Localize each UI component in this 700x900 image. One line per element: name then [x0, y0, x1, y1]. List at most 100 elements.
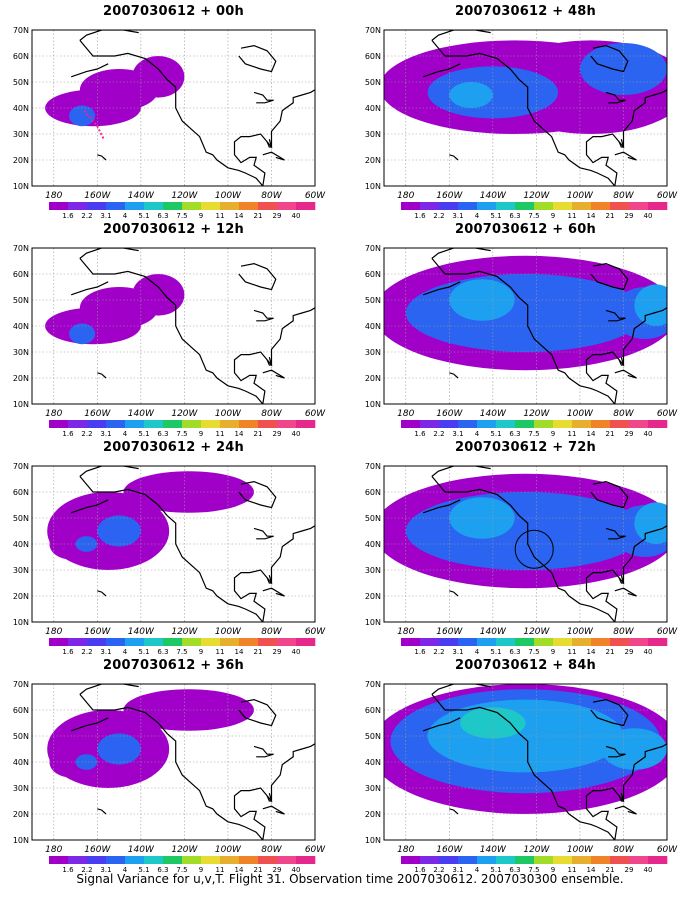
lat-tick-label: 60N [365, 52, 381, 61]
colorbar-label: 1.6 [414, 430, 426, 438]
colorbar-label: 3.1 [452, 648, 463, 656]
lat-tick-label: 40N [365, 758, 381, 767]
colorbar-swatch [220, 638, 240, 646]
colorbar-swatch [477, 420, 497, 428]
colorbar-swatch [106, 856, 126, 864]
colorbar-swatch [144, 638, 164, 646]
colorbar-label: 9 [199, 212, 203, 220]
lon-tick-label: 180 [397, 627, 414, 637]
colorbar-swatch [572, 856, 592, 864]
colorbar-swatch [572, 202, 592, 210]
colorbar-swatch [239, 856, 259, 864]
colorbar-swatch [182, 420, 202, 428]
colorbar-swatch [296, 420, 316, 428]
colorbar-swatch [629, 856, 649, 864]
lon-tick-label: 60W [305, 845, 326, 855]
colorbar-label: 11 [216, 866, 225, 874]
colorbar-label: 9 [199, 430, 203, 438]
colorbar-label: 2.2 [433, 212, 444, 220]
colorbar-label: 14 [235, 430, 244, 438]
colorbar-swatch [496, 420, 516, 428]
lon-tick-label: 100W [567, 191, 594, 201]
lat-tick-label: 40N [365, 104, 381, 113]
colorbar-swatch [49, 638, 69, 646]
lat-tick-label: 70N [13, 680, 29, 689]
colorbar-label: 14 [587, 430, 596, 438]
lon-tick-label: 120W [523, 627, 550, 637]
colorbar-label: 2.2 [433, 430, 444, 438]
lat-tick-label: 70N [13, 26, 29, 35]
colorbar-swatch [201, 202, 221, 210]
colorbar-label: 21 [254, 866, 263, 874]
variance-contour [123, 689, 254, 731]
variance-contour [449, 82, 493, 108]
colorbar-label: 4 [475, 430, 480, 438]
colorbar-swatch [239, 638, 259, 646]
colorbar-swatch [239, 202, 259, 210]
colorbar-label: 9 [551, 430, 555, 438]
colorbar-label: 5.1 [490, 430, 501, 438]
colorbar-swatch [439, 856, 459, 864]
colorbar-label: 7.5 [528, 430, 539, 438]
colorbar-label: 7.5 [176, 212, 187, 220]
colorbar-swatch [163, 202, 183, 210]
lon-tick-label: 120W [171, 409, 198, 419]
lon-tick-label: 80W [613, 191, 634, 201]
lon-tick-label: 140W [480, 409, 507, 419]
colorbar-swatch [277, 420, 297, 428]
colorbar-label: 29 [625, 430, 634, 438]
lon-tick-label: 100W [567, 409, 594, 419]
lat-tick-label: 30N [13, 348, 29, 357]
lon-tick-label: 80W [261, 409, 282, 419]
colorbar-swatch [401, 202, 421, 210]
colorbar-swatch [277, 638, 297, 646]
lat-tick-label: 30N [365, 130, 381, 139]
colorbar-swatch [534, 856, 554, 864]
colorbar-swatch [458, 420, 478, 428]
colorbar-swatch [258, 202, 278, 210]
lat-tick-label: 50N [365, 78, 381, 87]
colorbar-swatch [49, 202, 69, 210]
variance-contour [75, 754, 98, 770]
colorbar-swatch [277, 856, 297, 864]
lon-tick-label: 140W [128, 845, 155, 855]
colorbar-swatch [144, 856, 164, 864]
coastline [71, 684, 315, 840]
colorbar-label: 29 [625, 648, 634, 656]
colorbar-label: 11 [568, 212, 577, 220]
colorbar-swatch [125, 856, 145, 864]
graticule [32, 30, 315, 186]
lon-tick-label: 180 [45, 191, 62, 201]
lat-tick-label: 60N [13, 52, 29, 61]
lon-tick-label: 120W [171, 191, 198, 201]
variance-field [384, 473, 667, 589]
lon-tick-label: 80W [613, 845, 634, 855]
colorbar-swatch [220, 202, 240, 210]
panel-title: 2007030612 + 84h [455, 658, 596, 673]
colorbar: 1.6 2.2 3.1 4 5.1 6.3 7.5 9 11 14 21 29 40 [401, 202, 668, 220]
colorbar-swatch [439, 202, 459, 210]
colorbar: 1.6 2.2 3.1 4 5.1 6.3 7.5 9 11 14 21 29 40 [49, 420, 316, 438]
lon-tick-label: 100W [215, 627, 242, 637]
lon-tick-label: 120W [523, 845, 550, 855]
lat-tick-label: 40N [365, 540, 381, 549]
colorbar-swatch [201, 638, 221, 646]
map-frame [31, 683, 316, 841]
colorbar: 1.6 2.2 3.1 4 5.1 6.3 7.5 9 11 14 21 29 40 [401, 856, 668, 874]
lat-tick-label: 30N [365, 566, 381, 575]
lat-tick-label: 70N [365, 26, 381, 35]
colorbar-label: 2.2 [81, 212, 92, 220]
colorbar-swatch [648, 420, 668, 428]
colorbar-swatch [553, 202, 573, 210]
colorbar-swatch [591, 638, 611, 646]
lat-tick-label: 10N [365, 182, 381, 191]
colorbar-swatch [106, 420, 126, 428]
lat-tick-label: 30N [365, 784, 381, 793]
variance-contour [75, 536, 98, 552]
colorbar-label: 11 [568, 430, 577, 438]
colorbar: 1.6 2.2 3.1 4 5.1 6.3 7.5 9 11 14 21 29 40 [49, 202, 316, 220]
colorbar-swatch [610, 638, 630, 646]
colorbar-label: 1.6 [62, 212, 74, 220]
colorbar-swatch [477, 638, 497, 646]
lat-tick-label: 20N [365, 156, 381, 165]
